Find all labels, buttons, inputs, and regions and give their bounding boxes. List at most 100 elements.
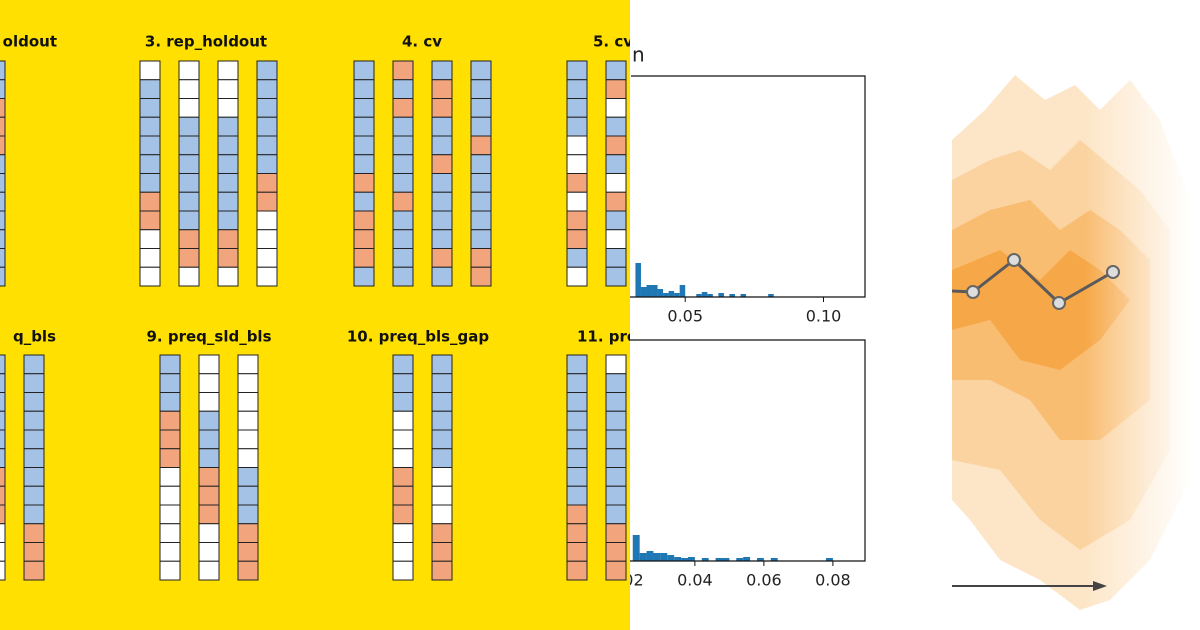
fold-cell	[0, 504, 6, 525]
fold-cell	[256, 98, 278, 118]
histogram-bar	[652, 285, 658, 297]
fold-cell	[431, 504, 453, 525]
fold-cell	[566, 542, 588, 562]
fold-cell	[0, 485, 6, 506]
histogram-bar	[826, 558, 833, 561]
fold-cell	[256, 191, 278, 212]
fold-cell	[431, 542, 453, 562]
fold-cell	[217, 266, 239, 287]
fold-cell	[353, 191, 375, 212]
fold-cell	[353, 60, 375, 81]
axes-frame	[630, 339, 866, 562]
fold-cell	[159, 560, 181, 581]
fold-cell	[470, 266, 492, 287]
x-tick-label: 0.05	[667, 307, 703, 326]
fold-cell	[0, 135, 6, 156]
fold-cell	[470, 210, 492, 231]
histogram-bar	[674, 557, 682, 561]
fold-cell	[159, 467, 181, 487]
histogram-bar	[707, 294, 713, 297]
fold-cell	[0, 154, 6, 174]
fold-cell	[256, 60, 278, 81]
histogram-bar	[740, 294, 747, 297]
fold-cell	[198, 523, 220, 543]
fold-cell	[198, 542, 220, 562]
arrow-head	[1093, 581, 1107, 591]
fold-cell	[605, 210, 627, 231]
x-tick-label: 0.02	[608, 571, 644, 590]
histogram-bar	[729, 294, 735, 297]
fold-cell	[159, 373, 181, 393]
histogram-bar	[653, 553, 661, 561]
fold-cell	[392, 266, 414, 287]
fold-cell	[237, 354, 259, 375]
fold-cell	[431, 410, 453, 431]
histogram-bar	[667, 555, 675, 561]
fold-cell	[353, 229, 375, 249]
fold-cell	[256, 79, 278, 99]
histogram-bar	[668, 291, 675, 297]
fold-cell	[431, 210, 453, 231]
fold-cell	[566, 467, 588, 487]
fold-cell	[392, 98, 414, 118]
fold-cell	[605, 79, 627, 99]
fold-cell	[431, 191, 453, 212]
histogram-bar	[635, 263, 641, 297]
line-marker	[1007, 253, 1021, 267]
fold-cell	[0, 173, 6, 193]
fold-cell	[431, 266, 453, 287]
fold-cell	[178, 79, 200, 99]
x-tick-label: 0.10	[806, 307, 842, 326]
fold-cell	[23, 467, 45, 487]
fold-cell	[178, 154, 200, 174]
fold-cell	[237, 467, 259, 487]
fold-cell	[566, 392, 588, 412]
fold-cell	[353, 135, 375, 156]
fold-cell	[256, 116, 278, 137]
fold-cell	[566, 373, 588, 393]
fold-cell	[0, 116, 6, 137]
fold-cell	[139, 210, 161, 231]
fold-cell	[23, 392, 45, 412]
fold-cell	[139, 98, 161, 118]
fold-cell	[0, 79, 6, 99]
fold-cell	[431, 229, 453, 249]
fold-cell	[431, 467, 453, 487]
scheme-title: 3. rep_holdout	[145, 33, 267, 51]
fold-cell	[353, 210, 375, 231]
fold-cell	[431, 560, 453, 581]
fold-cell	[470, 229, 492, 249]
fold-cell	[237, 542, 259, 562]
fold-cell	[566, 410, 588, 431]
fold-cell	[139, 173, 161, 193]
cv-scheme-panel: oldout 3. rep_holdout 4. cv 5. cv q_bls …	[0, 0, 630, 630]
fold-cell	[0, 229, 6, 249]
fold-cell	[392, 154, 414, 174]
fold-cell	[198, 485, 220, 506]
histogram-bar	[632, 535, 640, 561]
fold-cell	[237, 523, 259, 543]
fold-cell	[0, 248, 6, 268]
fold-cell	[237, 392, 259, 412]
fold-cell	[392, 210, 414, 231]
fold-cell	[353, 154, 375, 174]
fold-cell	[605, 98, 627, 118]
fold-cell	[392, 60, 414, 81]
fold-cell	[256, 229, 278, 249]
fold-cell	[470, 191, 492, 212]
fold-cell	[566, 248, 588, 268]
histogram-bar	[639, 553, 647, 561]
fold-cell	[0, 467, 6, 487]
fold-cell	[470, 173, 492, 193]
fold-cell	[605, 60, 627, 81]
fold-cell	[392, 429, 414, 450]
histogram-bar	[687, 557, 695, 561]
fold-cell	[392, 135, 414, 156]
fold-cell	[605, 354, 627, 375]
fold-cell	[392, 173, 414, 193]
fold-cell	[431, 392, 453, 412]
fold-cell	[256, 135, 278, 156]
fold-cell	[392, 191, 414, 212]
fold-cell	[217, 210, 239, 231]
scheme-title: q_bls	[13, 328, 56, 346]
